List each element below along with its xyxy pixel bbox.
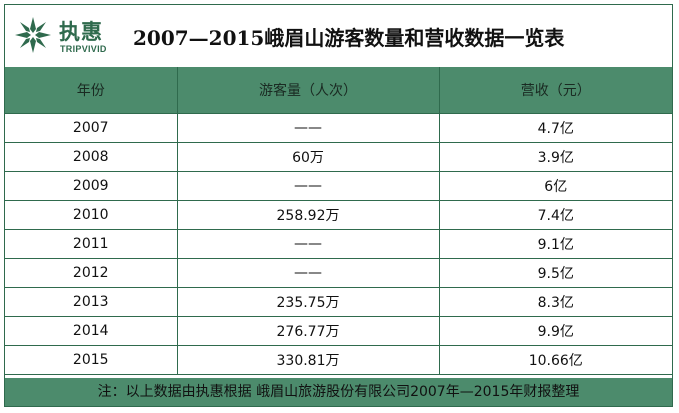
cell-revenue: 9.9亿 [439,316,672,346]
cell-revenue: 9.5亿 [439,258,672,288]
table-body: 2007 —— 4.7亿 2008 60万 3.9亿 2009 —— 6亿 2010 258.92万… [5,113,672,375]
cell-year: 2012 [5,258,178,288]
logo: 执惠 TRIPVIVID [13,13,125,59]
cell-year: 2009 [5,171,178,201]
cell-year: 2014 [5,316,178,346]
star-logo-icon [15,17,51,53]
cell-year: 2007 [5,113,178,143]
cell-visitors: 276.77万 [177,316,440,346]
logo-subtext: TRIPVIVID [60,44,107,54]
cell-year: 2008 [5,142,178,172]
table-row: 2013 235.75万 8.3亿 [5,287,672,317]
table-row: 2010 258.92万 7.4亿 [5,200,672,230]
cell-revenue: 9.1亿 [439,229,672,259]
column-header-year: 年份 [5,67,178,114]
table-row: 2014 276.77万 9.9亿 [5,316,672,346]
column-header-revenue: 营收（元） [439,67,672,114]
table-row: 2009 —— 6亿 [5,171,672,201]
cell-year: 2011 [5,229,178,259]
header: 执惠 TRIPVIVID 2007—2015峨眉山游客数量和营收数据一览表 [5,5,672,67]
cell-visitors: 330.81万 [177,345,440,375]
logo-text: 执惠 [59,20,103,44]
cell-visitors: —— [177,258,440,288]
table-row: 2015 330.81万 10.66亿 [5,345,672,375]
cell-visitors: 60万 [177,142,440,172]
cell-revenue: 7.4亿 [439,200,672,230]
cell-visitors: —— [177,171,440,201]
table-row: 2011 —— 9.1亿 [5,229,672,259]
cell-revenue: 4.7亿 [439,113,672,143]
table-row: 2012 —— 9.5亿 [5,258,672,288]
table-row: 2007 —— 4.7亿 [5,113,672,143]
table-row: 2008 60万 3.9亿 [5,142,672,172]
cell-visitors: 235.75万 [177,287,440,317]
cell-year: 2015 [5,345,178,375]
table-header-row: 年份 游客量（人次） 营收（元） [5,67,672,114]
cell-year: 2013 [5,287,178,317]
column-header-visitors: 游客量（人次） [177,67,440,114]
cell-visitors: —— [177,229,440,259]
cell-visitors: —— [177,113,440,143]
cell-revenue: 6亿 [439,171,672,201]
cell-year: 2010 [5,200,178,230]
cell-revenue: 3.9亿 [439,142,672,172]
page-title: 2007—2015峨眉山游客数量和营收数据一览表 [133,26,565,50]
cell-revenue: 10.66亿 [439,345,672,375]
footnote: 注：以上数据由执惠根据 峨眉山旅游股份有限公司2007年—2015年财报整理 [5,378,672,406]
table-frame: 执惠 TRIPVIVID 2007—2015峨眉山游客数量和营收数据一览表 年份… [4,4,673,407]
cell-revenue: 8.3亿 [439,287,672,317]
cell-visitors: 258.92万 [177,200,440,230]
data-table: 年份 游客量（人次） 营收（元） 2007 —— 4.7亿 2008 60万 3.9亿 20… [5,67,672,375]
